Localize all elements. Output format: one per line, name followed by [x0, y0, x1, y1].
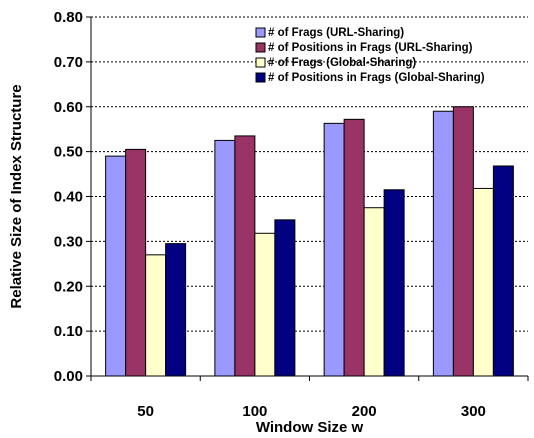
legend-swatch	[255, 27, 266, 38]
bar	[254, 232, 276, 377]
legend-swatch	[255, 42, 266, 53]
y-tick-label: 0.80	[54, 9, 83, 26]
bar	[432, 110, 454, 377]
bar	[383, 189, 405, 377]
legend: # of Frags (URL-Sharing) # of Positions i…	[255, 27, 485, 84]
y-tick-labels: 0.00 0.10 0.20 0.30 0.40 0.50 0.60 0.70 0.80	[54, 9, 83, 385]
y-tick-label: 0.70	[54, 54, 83, 71]
bar	[472, 187, 494, 377]
bar	[274, 219, 296, 377]
legend-label: # of Positions in Frags (URL-Sharing)	[268, 42, 473, 54]
axes	[86, 16, 529, 381]
bar	[492, 165, 514, 377]
y-tick-label: 0.20	[54, 278, 83, 295]
x-tick-label: 100	[242, 403, 267, 420]
legend-label: # of Frags (URL-Sharing)	[268, 27, 404, 39]
bar	[125, 148, 147, 377]
y-tick-label: 0.60	[54, 99, 83, 116]
x-tick-labels: 50 100 200 300	[137, 403, 486, 420]
y-tick-label: 0.10	[54, 323, 83, 340]
x-tick-label: 50	[137, 403, 154, 420]
bar	[323, 122, 345, 377]
bar	[234, 135, 256, 377]
bars	[105, 106, 514, 377]
bar	[105, 155, 127, 377]
legend-label: # of Frags (Global-Sharing)	[268, 57, 416, 69]
bar	[214, 139, 236, 377]
legend-label: # of Positions in Frags (Global-Sharing)	[268, 72, 485, 84]
y-tick-label: 0.50	[54, 144, 83, 161]
bar	[165, 243, 187, 377]
x-axis-title: Window Size w	[256, 419, 364, 436]
y-axis-title: Relative Size of Index Structure	[8, 84, 25, 308]
x-tick-label: 300	[461, 403, 486, 420]
bar	[452, 106, 474, 377]
y-tick-label: 0.30	[54, 233, 83, 250]
y-tick-label: 0.00	[54, 368, 83, 385]
bar	[363, 207, 385, 377]
x-tick-label: 200	[352, 403, 377, 420]
legend-swatch	[255, 72, 266, 83]
y-tick-label: 0.40	[54, 189, 83, 206]
bar	[343, 118, 365, 377]
bar	[145, 254, 167, 377]
legend-swatch	[255, 57, 266, 68]
